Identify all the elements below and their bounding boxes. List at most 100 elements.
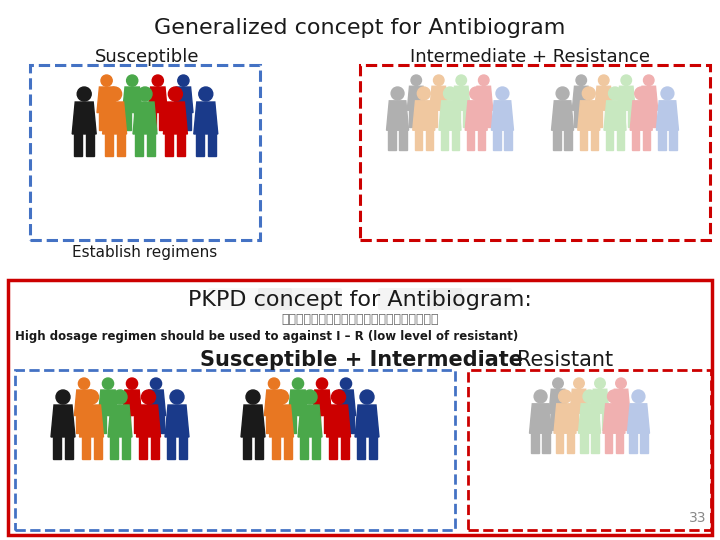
Polygon shape [595, 86, 613, 110]
Polygon shape [65, 437, 73, 459]
Polygon shape [289, 390, 307, 416]
Circle shape [341, 378, 351, 389]
Polygon shape [314, 416, 320, 433]
Polygon shape [629, 433, 636, 454]
Polygon shape [529, 404, 552, 433]
Polygon shape [241, 405, 265, 437]
Polygon shape [476, 110, 482, 127]
Polygon shape [138, 437, 146, 459]
Circle shape [576, 75, 587, 85]
Polygon shape [79, 405, 104, 437]
Text: Intermediate + Resistance: Intermediate + Resistance [410, 48, 650, 66]
Polygon shape [591, 389, 609, 413]
Circle shape [77, 87, 91, 101]
Text: Susceptible: Susceptible [95, 48, 199, 66]
Circle shape [102, 378, 114, 389]
Polygon shape [542, 433, 550, 454]
Polygon shape [642, 110, 647, 127]
Circle shape [595, 378, 606, 388]
Polygon shape [409, 110, 415, 127]
Polygon shape [312, 390, 332, 416]
Polygon shape [465, 101, 487, 130]
Polygon shape [109, 416, 116, 433]
Polygon shape [298, 405, 322, 437]
Polygon shape [603, 404, 625, 433]
Text: 33: 33 [688, 511, 706, 525]
Text: High dosage regimen should be used to against I – R (low level of resistant): High dosage regimen should be used to ag… [15, 330, 518, 343]
Polygon shape [208, 134, 216, 156]
Polygon shape [72, 102, 96, 134]
Circle shape [456, 75, 467, 85]
Circle shape [303, 390, 317, 404]
Text: Establish regimens: Establish regimens [73, 245, 217, 260]
Polygon shape [174, 87, 193, 113]
Polygon shape [53, 437, 61, 459]
Polygon shape [336, 390, 356, 416]
Polygon shape [134, 113, 140, 130]
Polygon shape [167, 437, 175, 459]
Polygon shape [567, 433, 575, 454]
Polygon shape [266, 416, 272, 433]
Polygon shape [150, 437, 158, 459]
Circle shape [559, 390, 572, 403]
Polygon shape [467, 130, 474, 151]
Circle shape [360, 390, 374, 404]
Circle shape [56, 390, 70, 404]
Circle shape [316, 378, 328, 389]
Polygon shape [493, 130, 500, 151]
Polygon shape [574, 110, 580, 127]
FancyBboxPatch shape [8, 280, 712, 535]
Polygon shape [388, 130, 396, 151]
Circle shape [411, 75, 421, 85]
Circle shape [152, 75, 163, 86]
Polygon shape [612, 389, 630, 413]
Polygon shape [452, 130, 459, 151]
Polygon shape [531, 433, 539, 454]
Polygon shape [99, 113, 105, 130]
Polygon shape [86, 416, 92, 433]
Polygon shape [630, 101, 652, 130]
Polygon shape [326, 405, 351, 437]
Polygon shape [122, 390, 142, 416]
Polygon shape [99, 390, 117, 416]
Polygon shape [122, 437, 130, 459]
Polygon shape [580, 433, 588, 454]
Polygon shape [104, 134, 112, 156]
Polygon shape [613, 413, 619, 430]
Polygon shape [670, 130, 677, 151]
Circle shape [142, 390, 156, 404]
Text: Generalized concept for Antibiogram: Generalized concept for Antibiogram [154, 18, 566, 38]
FancyBboxPatch shape [378, 288, 462, 310]
Polygon shape [137, 405, 161, 437]
Circle shape [583, 390, 596, 403]
Polygon shape [463, 110, 469, 127]
Polygon shape [122, 87, 142, 113]
Polygon shape [582, 110, 589, 127]
Polygon shape [650, 110, 656, 127]
Circle shape [621, 75, 631, 85]
Polygon shape [300, 416, 306, 433]
Polygon shape [559, 413, 565, 430]
Polygon shape [158, 416, 164, 433]
Polygon shape [134, 416, 140, 433]
Polygon shape [628, 110, 634, 127]
Circle shape [608, 390, 621, 403]
Polygon shape [108, 405, 132, 437]
Polygon shape [572, 413, 577, 430]
Polygon shape [418, 110, 424, 127]
Polygon shape [179, 437, 187, 459]
Circle shape [292, 378, 304, 389]
Polygon shape [387, 101, 409, 130]
Polygon shape [348, 416, 354, 433]
Circle shape [418, 87, 431, 100]
Polygon shape [593, 413, 598, 430]
Polygon shape [355, 405, 379, 437]
Circle shape [168, 87, 182, 101]
Polygon shape [623, 413, 629, 430]
Polygon shape [426, 130, 433, 151]
Polygon shape [554, 130, 561, 151]
Circle shape [127, 378, 138, 389]
Polygon shape [554, 404, 576, 433]
Polygon shape [572, 86, 590, 110]
Polygon shape [431, 110, 437, 127]
